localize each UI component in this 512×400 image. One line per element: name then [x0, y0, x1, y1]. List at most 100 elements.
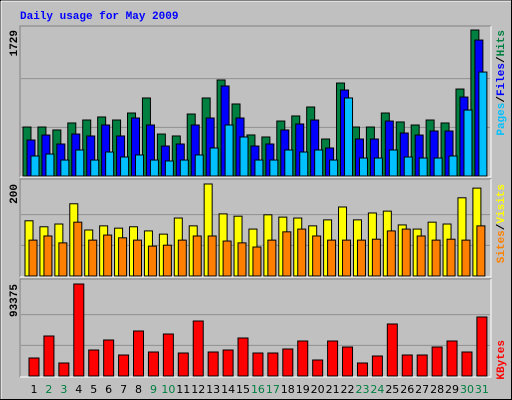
legend: KBytes [496, 340, 508, 380]
bar [73, 283, 85, 377]
bar [312, 359, 324, 377]
bar [476, 316, 488, 377]
x-tick-label: 27 [415, 383, 429, 396]
x-tick-label: 14 [221, 383, 235, 396]
bar [118, 237, 128, 277]
x-tick-label: 9 [150, 383, 157, 396]
x-tick-label: 10 [161, 383, 175, 396]
legend: Pages/Files/Hits [496, 30, 508, 136]
bar [403, 156, 413, 177]
bar [192, 235, 202, 277]
bar [164, 160, 174, 177]
bar [252, 246, 262, 277]
panel-light [20, 179, 492, 278]
bar [90, 159, 100, 177]
bar [448, 155, 458, 177]
bar [329, 159, 339, 177]
bar [461, 351, 473, 377]
x-tick-label: 15 [236, 383, 250, 396]
x-tick-label: 19 [296, 383, 310, 396]
bar [147, 245, 157, 277]
bar [133, 330, 145, 377]
panel-shadow [19, 278, 491, 377]
bar [416, 235, 426, 277]
bar [207, 235, 217, 277]
x-tick-label: 2 [45, 383, 52, 396]
x-tick-label: 11 [176, 383, 190, 396]
bar [342, 239, 352, 277]
bar [344, 97, 354, 177]
bar [105, 151, 115, 177]
bar [267, 239, 277, 277]
bar [118, 354, 130, 377]
bar [60, 159, 70, 177]
bar [282, 348, 294, 377]
bar [284, 149, 294, 177]
bar [401, 354, 413, 377]
legend-entry: Sites [496, 230, 508, 263]
bar [356, 362, 368, 377]
bar [75, 149, 85, 177]
bar [149, 159, 159, 177]
x-tick-label: 20 [311, 383, 325, 396]
bar [463, 109, 473, 177]
bar [28, 357, 40, 377]
bar [386, 323, 398, 377]
bar [299, 151, 309, 177]
bar [371, 355, 383, 377]
legend-entry: Pages [496, 103, 508, 136]
x-tick-label: 4 [75, 383, 82, 396]
bar [267, 352, 279, 377]
bar [237, 337, 249, 377]
bar [58, 362, 70, 377]
panel-light [20, 279, 492, 378]
x-tick-label: 16 [251, 383, 265, 396]
x-tick-label: 1 [31, 383, 38, 396]
bar [207, 351, 219, 377]
bar [358, 157, 368, 177]
bar [177, 239, 187, 277]
bar [45, 153, 55, 177]
x-tick-label: 7 [120, 383, 127, 396]
bar [133, 239, 143, 277]
x-tick-label: 22 [341, 383, 355, 396]
y-tick-label: 200 [9, 184, 21, 204]
panel-shadow [19, 25, 491, 177]
bar [103, 234, 113, 277]
y-tick-label: 93375 [9, 284, 21, 317]
x-tick-label: 8 [135, 383, 142, 396]
bar [401, 228, 411, 277]
bar [312, 235, 322, 277]
bar [194, 154, 204, 177]
x-tick-label: 3 [60, 383, 67, 396]
x-tick-label: 24 [370, 383, 384, 396]
bar [446, 238, 456, 277]
panel-light [20, 26, 492, 178]
bar [135, 154, 145, 177]
bar [342, 346, 354, 377]
legend-entry: KBytes [496, 340, 508, 380]
bar [88, 349, 100, 377]
y-tick-label: 1729 [9, 30, 21, 56]
legend-entry: Hits [496, 30, 508, 56]
bar [431, 239, 441, 277]
bar [28, 239, 38, 277]
x-tick-label: 30 [460, 383, 474, 396]
bar [478, 71, 488, 177]
bar [222, 240, 232, 277]
bar [476, 225, 486, 277]
bar [43, 235, 53, 277]
bar [431, 346, 443, 377]
x-tick-label: 6 [105, 383, 112, 396]
x-tick-label: 25 [385, 383, 399, 396]
bar [239, 136, 249, 177]
bar [88, 239, 98, 277]
x-tick-label: 28 [430, 383, 444, 396]
bar [297, 228, 307, 277]
bar [177, 352, 189, 377]
x-tick-label: 13 [206, 383, 220, 396]
bar [58, 242, 68, 277]
x-tick-label: 17 [266, 383, 280, 396]
bar [254, 159, 264, 177]
x-tick-label: 5 [90, 383, 97, 396]
